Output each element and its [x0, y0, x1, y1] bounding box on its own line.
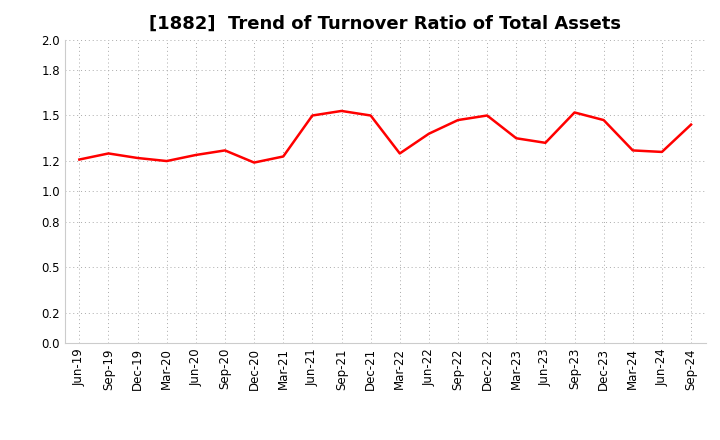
Title: [1882]  Trend of Turnover Ratio of Total Assets: [1882] Trend of Turnover Ratio of Total … — [149, 15, 621, 33]
